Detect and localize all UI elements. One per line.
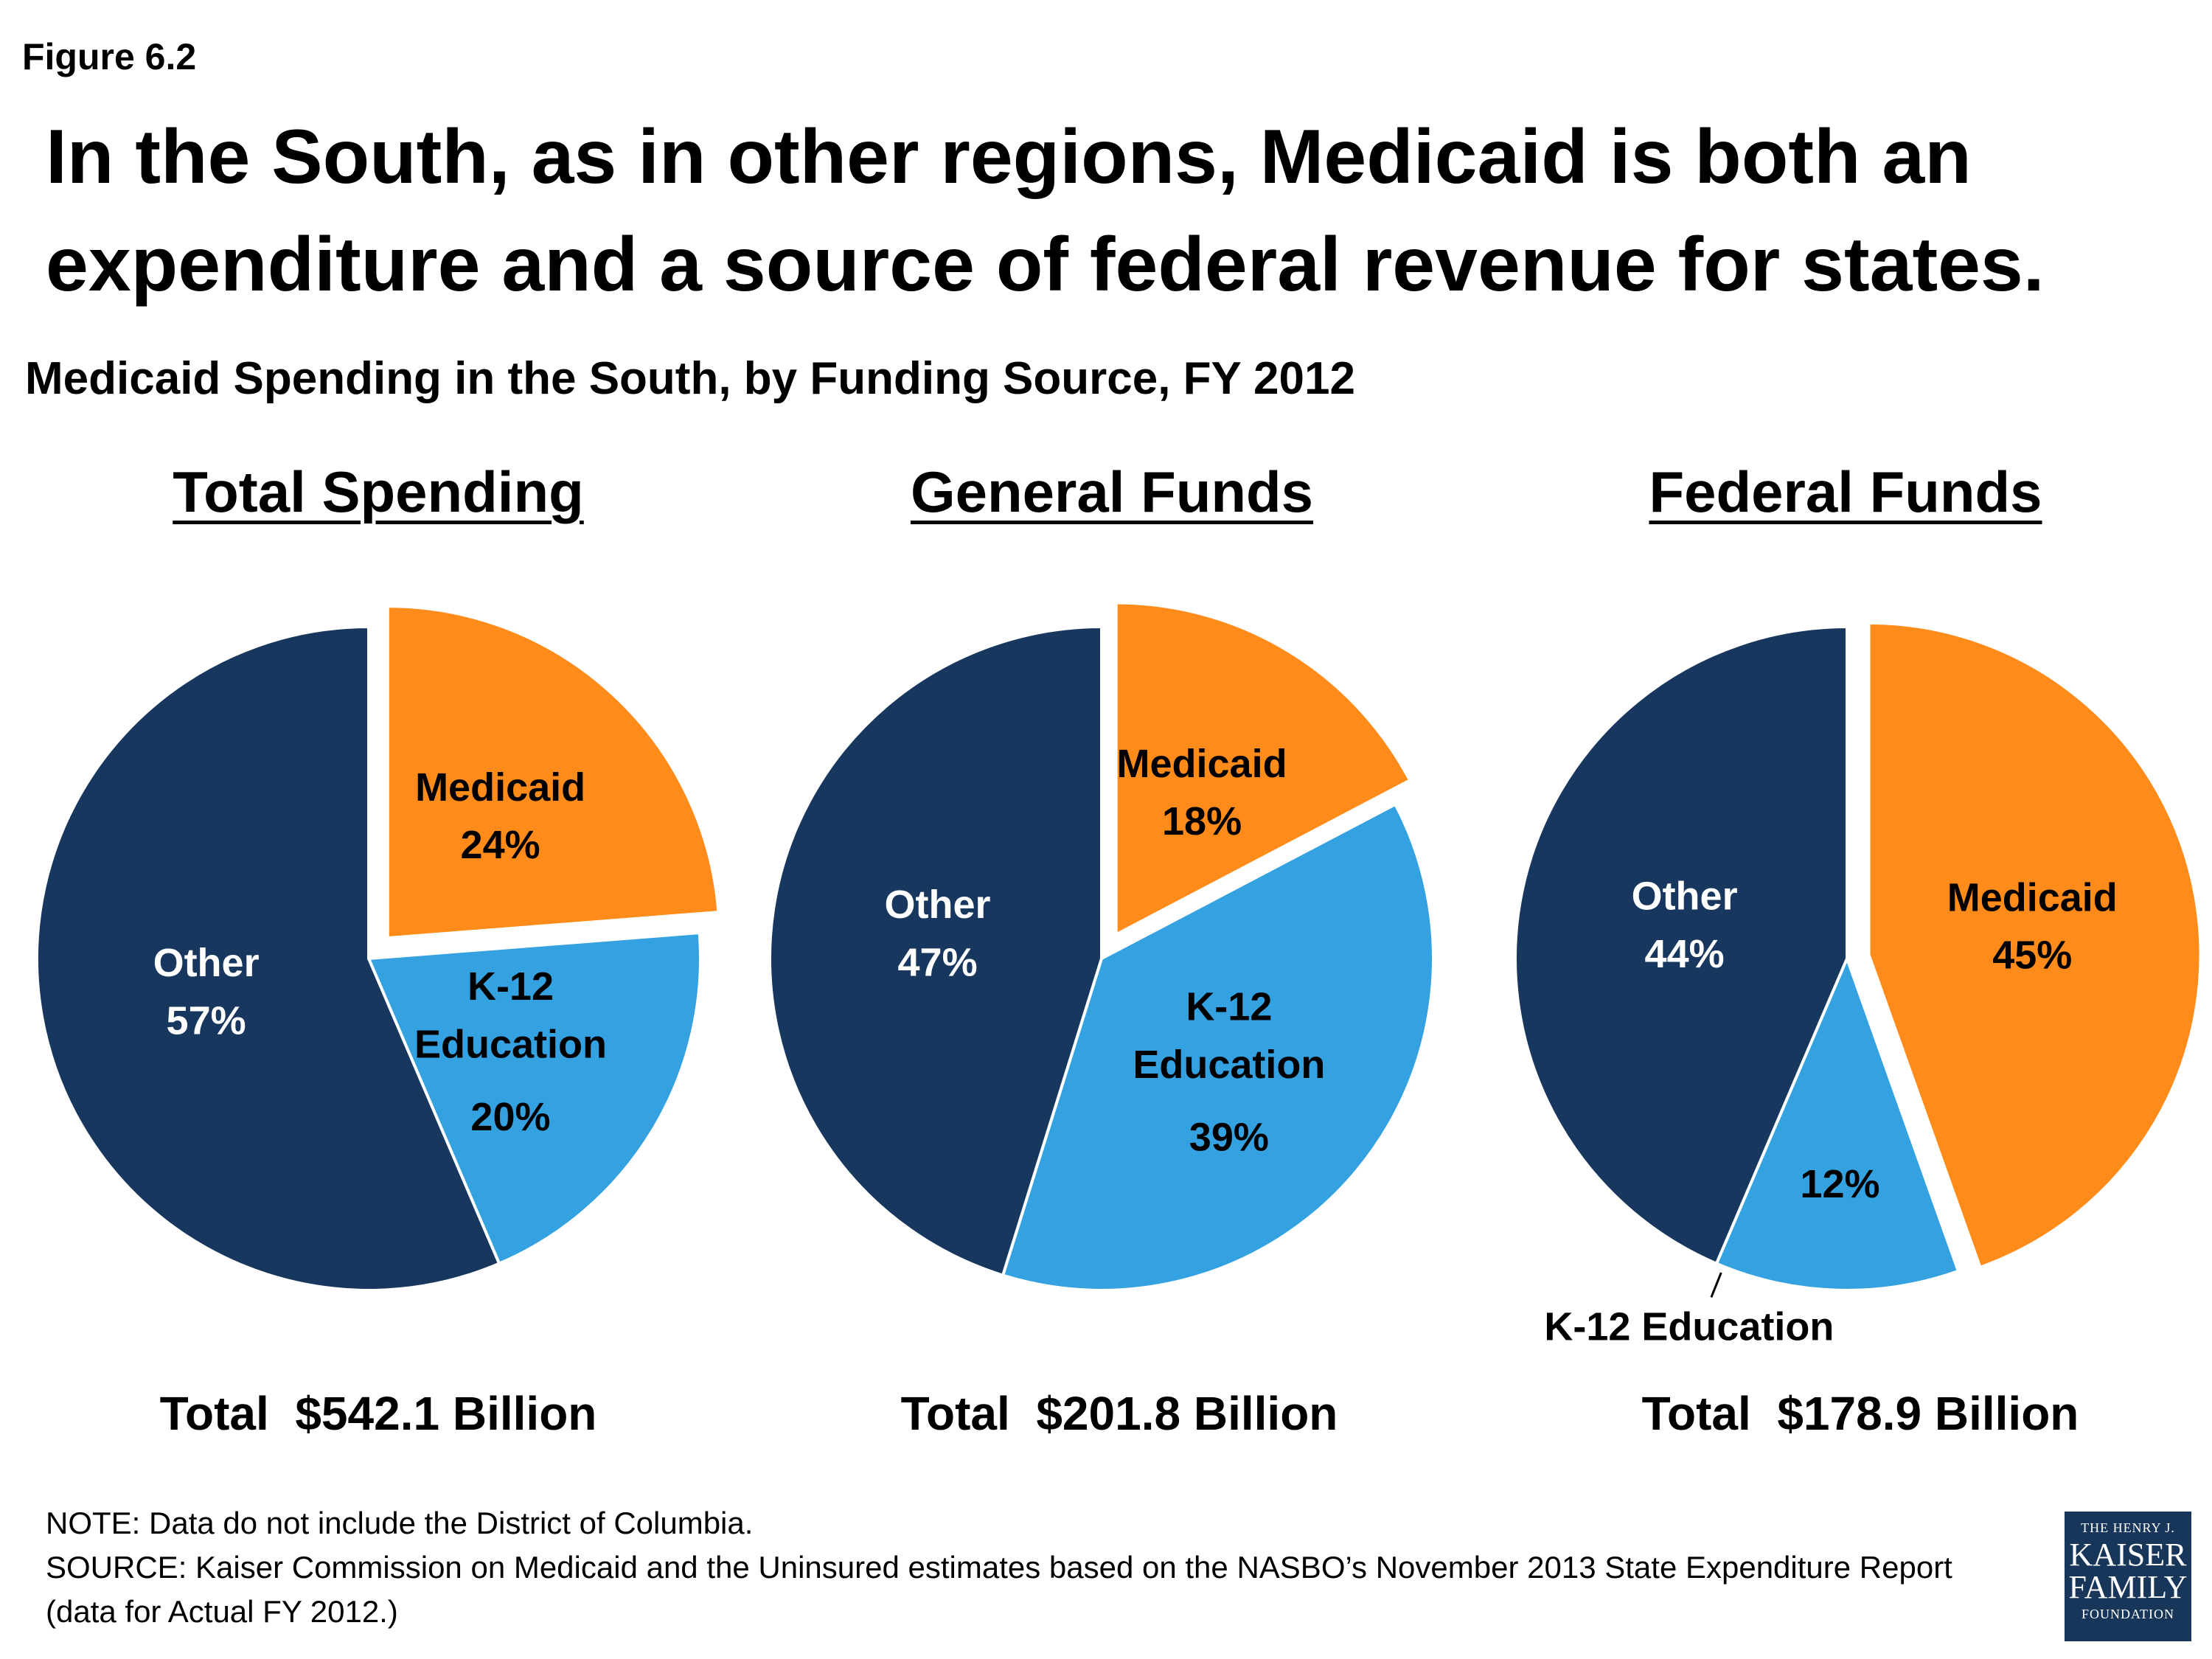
total-label-total-spending: Total $542.1 Billion (159, 1387, 597, 1440)
pie-label-k-12-education: Education (414, 1023, 607, 1067)
pie-value-other: 57% (167, 998, 246, 1043)
pie-slice-k-12-education (1714, 954, 1961, 1292)
pie-value-medicaid: 24% (461, 823, 540, 867)
pie-slice-other (35, 625, 501, 1292)
pie-total-spending: Medicaid 24% K-12 Education 20% Other 57% (35, 605, 720, 1292)
pie-title-general-funds: General Funds (910, 459, 1314, 524)
pie-label-k-12-education: K-12 (467, 964, 554, 1009)
total-label-federal-funds: Total $178.9 Billion (1641, 1387, 2079, 1440)
pie-slice-other (768, 625, 1103, 1278)
footer-notes: NOTE: Data do not include the District o… (46, 1501, 1992, 1634)
figure-label: Figure 6.2 (22, 36, 197, 77)
pie-value-k-12-education: 20% (470, 1095, 550, 1139)
pie-value-other: 47% (898, 940, 978, 984)
pie-slice-medicaid (1114, 601, 1412, 937)
pie-value-k-12-education: 39% (1189, 1115, 1269, 1159)
chart-subtitle: Medicaid Spending in the South, by Fundi… (25, 353, 1355, 404)
pie-label-medicaid: Medicaid (1117, 742, 1287, 786)
pie-slice-k-12-education (1001, 802, 1435, 1292)
kff-logo: THE HENRY J. KAISER FAMILY FOUNDATION (2065, 1512, 2191, 1641)
total-label-general-funds: Total $201.8 Billion (900, 1387, 1338, 1440)
pie-label-medicaid: Medicaid (415, 765, 585, 810)
pie-value-k-12-education: 12% (1800, 1162, 1879, 1206)
logo-line-2: KAISER (2069, 1537, 2187, 1573)
pie-slice-medicaid (386, 605, 720, 940)
pie-label-other: Other (153, 941, 260, 985)
note-text: NOTE: Data do not include the District o… (46, 1506, 754, 1540)
pie-value-medicaid: 45% (1992, 933, 2072, 978)
pie-federal-funds: Medicaid 45% 12% K-12 Education Other 44% (1514, 621, 2202, 1349)
leader-line (1710, 1272, 1722, 1298)
logo-line-3: FAMILY (2068, 1569, 2188, 1605)
pie-slice-other (1514, 625, 1848, 1266)
pie-slice-k-12-education (366, 931, 702, 1266)
pie-label-other: Other (885, 883, 991, 927)
pie-label-medicaid: Medicaid (1947, 875, 2118, 919)
pie-title-federal-funds: Federal Funds (1649, 459, 2042, 524)
pie-label-other: Other (1632, 874, 1738, 919)
headline: In the South, as in other regions, Medic… (46, 114, 2045, 307)
pie-label-k-12-education: K-12 (1186, 985, 1272, 1029)
pie-label-k-12-education: K-12 Education (1544, 1304, 1834, 1349)
source-text: SOURCE: Kaiser Commission on Medicaid an… (46, 1550, 1952, 1629)
logo-line-4: FOUNDATION (2081, 1607, 2174, 1621)
pie-label-k-12-education: Education (1133, 1043, 1325, 1087)
pie-value-medicaid: 18% (1162, 799, 1242, 844)
pie-title-total-spending: Total Spending (173, 459, 584, 524)
logo-line-1: THE HENRY J. (2081, 1520, 2175, 1535)
pie-value-other: 44% (1645, 932, 1725, 976)
pie-general-funds: Medicaid 18% K-12 Education 39% Other 47% (768, 601, 1435, 1292)
pie-slice-medicaid (1867, 621, 2202, 1270)
